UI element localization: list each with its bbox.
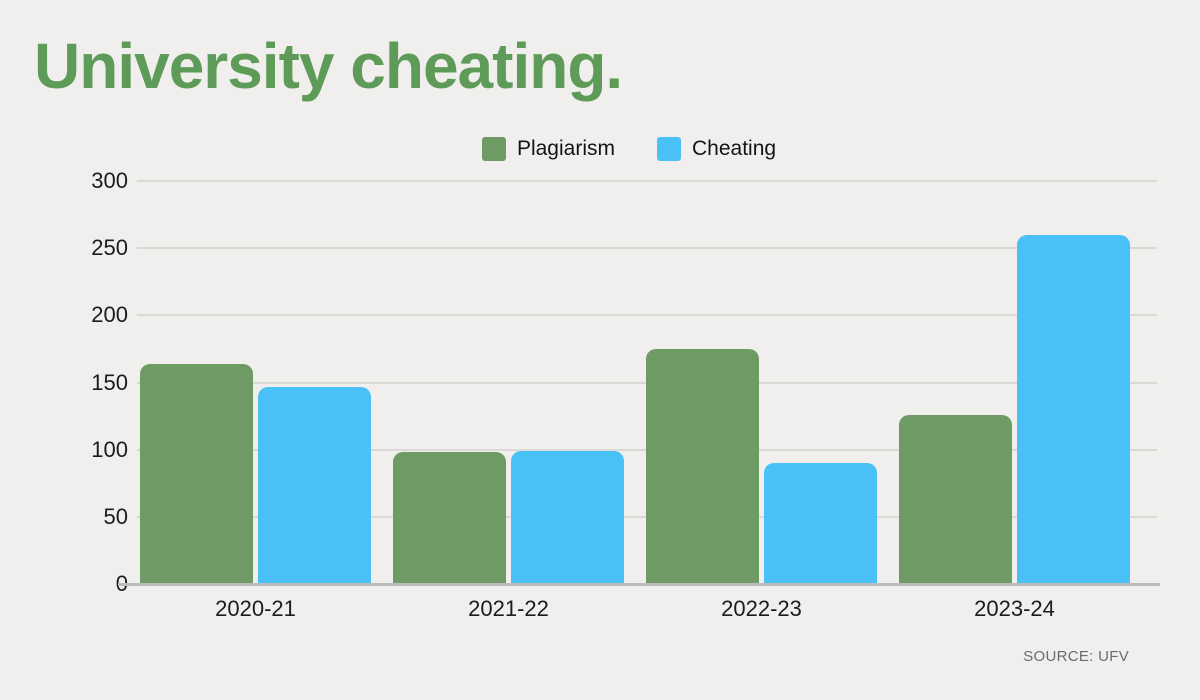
- page-title: University cheating.: [34, 30, 623, 102]
- y-tick-label-100: 100: [91, 436, 128, 462]
- gridline-300: [137, 180, 1157, 182]
- bar-group-2020-21: 2020-21: [140, 364, 371, 621]
- bar-cheating-2023-24: [1017, 235, 1130, 584]
- gridline-200: [137, 314, 1157, 317]
- y-tick-label-50: 50: [103, 503, 128, 529]
- bar-plagiarism-2020-21: [140, 364, 253, 584]
- y-axis-labels: 050100150200250300: [30, 168, 128, 596]
- bar-group-2023-24: 2023-24: [899, 235, 1130, 621]
- x-tick-label-2022-23: 2022-23: [721, 596, 802, 621]
- bar-group-2022-23: 2022-23: [646, 349, 877, 621]
- plagiarism-swatch-icon: [481, 137, 506, 161]
- x-tick-label-2021-22: 2021-22: [468, 596, 549, 621]
- x-tick-label-2020-21: 2020-21: [215, 596, 296, 621]
- cheating-swatch-icon: [656, 137, 681, 161]
- legend-item-cheating: Cheating: [656, 137, 777, 161]
- source-note: SOURCE: UFV: [1023, 648, 1129, 665]
- legend-item-plagiarism: Plagiarism: [481, 137, 615, 161]
- y-tick-label-250: 250: [91, 235, 128, 261]
- legend-label-plagiarism: Plagiarism: [516, 137, 615, 160]
- x-tick-label-2023-24: 2023-24: [974, 596, 1055, 621]
- bar-cheating-2021-22: [511, 451, 624, 584]
- legend-label-cheating: Cheating: [691, 137, 777, 160]
- gridline-250: [137, 247, 1157, 250]
- legend: Plagiarism Cheating: [0, 137, 1200, 161]
- y-tick-label-300: 300: [91, 168, 128, 193]
- bar-plagiarism-2021-22: [393, 452, 506, 584]
- bar-plagiarism-2023-24: [899, 415, 1012, 584]
- bar-cheating-2020-21: [258, 387, 371, 584]
- bar-group-2021-22: 2021-22: [393, 451, 624, 621]
- bar-cheating-2022-23: [764, 463, 877, 584]
- bar-plagiarism-2022-23: [646, 349, 759, 584]
- bar-chart-plot: 2020-21 2021-22 2022-23 2023-24: [137, 180, 1157, 621]
- x-axis-line: [118, 583, 1160, 586]
- y-tick-label-150: 150: [91, 369, 128, 395]
- y-tick-label-200: 200: [91, 302, 128, 328]
